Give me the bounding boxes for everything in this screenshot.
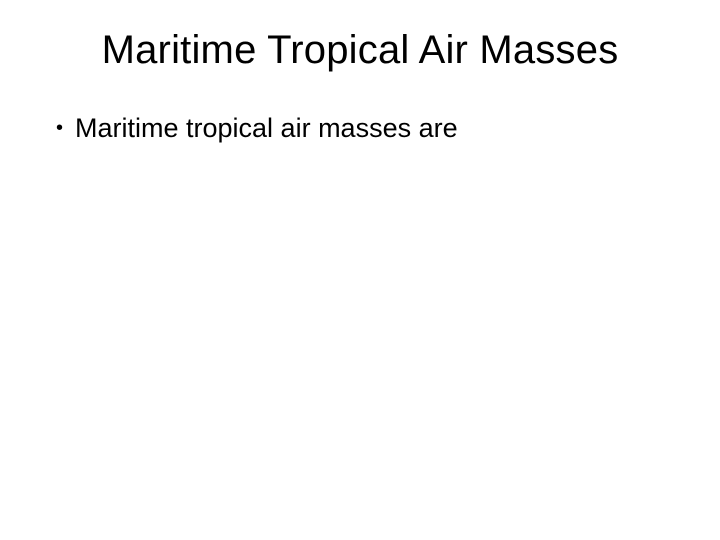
slide-content: • Maritime tropical air masses are xyxy=(40,111,680,146)
bullet-marker: • xyxy=(56,111,63,145)
slide-container: Maritime Tropical Air Masses • Maritime … xyxy=(0,0,720,540)
slide-title: Maritime Tropical Air Masses xyxy=(40,28,680,73)
bullet-item: • Maritime tropical air masses are xyxy=(56,111,680,146)
bullet-text: Maritime tropical air masses are xyxy=(75,111,680,146)
